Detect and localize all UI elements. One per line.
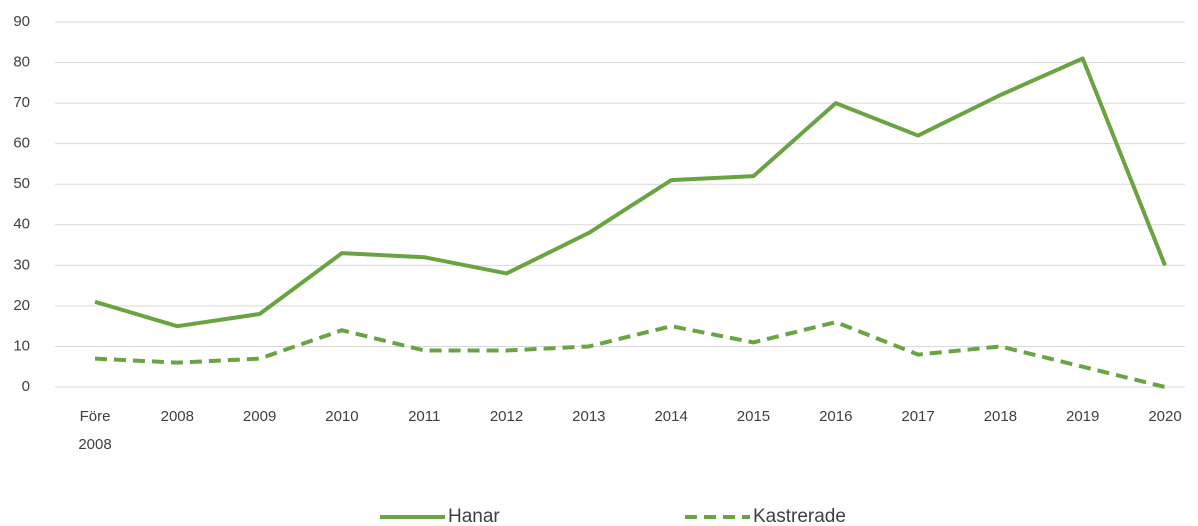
x-tick-label: 2014 — [654, 408, 688, 425]
x-tick-label: 2013 — [572, 408, 606, 425]
x-tick-label: 2011 — [408, 408, 441, 425]
y-tick-label: 40 — [13, 216, 30, 233]
y-tick-label: 10 — [13, 337, 30, 354]
y-tick-label: 90 — [13, 13, 30, 30]
y-tick-label: 50 — [13, 175, 30, 192]
y-tick-label: 80 — [13, 54, 30, 71]
legend-label: Kastrerade — [753, 506, 846, 526]
x-tick-label: 2016 — [819, 408, 853, 425]
x-tick-label: 2019 — [1066, 408, 1100, 425]
y-tick-label: 30 — [13, 256, 30, 273]
series-line — [94, 320, 1166, 389]
x-tick-label: 2017 — [901, 408, 935, 425]
x-tick-label: 2015 — [736, 408, 771, 425]
legend-label: Hanar — [448, 506, 500, 526]
x-tick-label: 2012 — [489, 408, 524, 425]
y-tick-label: 60 — [13, 135, 30, 152]
y-tick-label: 0 — [22, 378, 30, 395]
series-line — [94, 56, 1167, 329]
x-tick-label: 2020 — [1148, 408, 1182, 425]
y-tick-label: 20 — [13, 297, 30, 314]
x-tick-label: 2018 — [983, 408, 1018, 425]
x-tick-label: 2010 — [325, 408, 359, 425]
y-tick-label: 70 — [13, 94, 30, 111]
x-tick-label: 2009 — [242, 408, 277, 425]
x-tick-label: 2008 — [160, 408, 194, 425]
x-tick-label: Före 2008 — [78, 408, 112, 453]
